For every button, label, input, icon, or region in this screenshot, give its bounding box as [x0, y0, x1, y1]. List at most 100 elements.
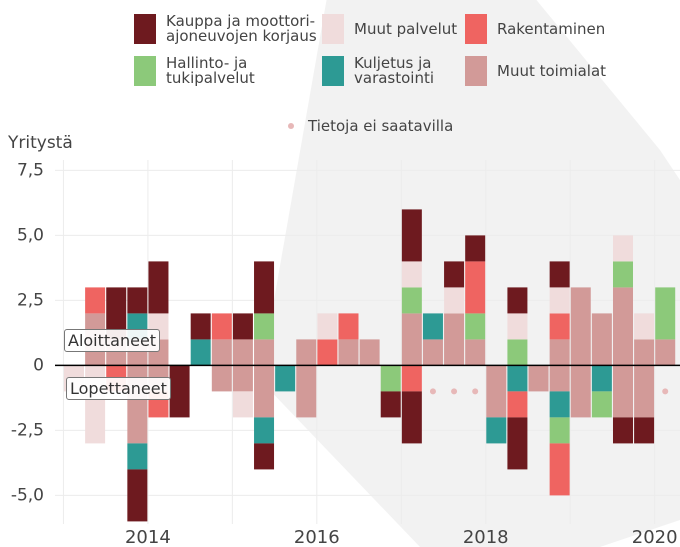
bar-segment	[127, 287, 148, 314]
bar-segment	[254, 443, 275, 470]
bar-segment	[465, 313, 486, 340]
bar-segment	[190, 313, 211, 340]
bar-segment	[444, 261, 465, 288]
bar-segment	[190, 339, 211, 366]
bar-segment	[612, 235, 633, 262]
y-tick-label: 2,5	[17, 290, 44, 310]
bar-segment	[401, 313, 422, 366]
bar-segment	[507, 365, 528, 392]
legend-item: Hallinto- ja tukipalvelut	[134, 56, 255, 86]
legend-item: Kuljetus ja varastointi	[322, 56, 434, 86]
legend-swatch	[134, 56, 156, 86]
legend-item: Muut palvelut	[322, 14, 457, 44]
legend-swatch	[322, 56, 344, 86]
bar-segment	[465, 339, 486, 366]
bar-segment	[549, 391, 570, 418]
bar-segment	[591, 313, 612, 366]
y-tick-label: 5,0	[17, 225, 44, 245]
bar-segment	[254, 417, 275, 444]
bar-segment	[549, 287, 570, 314]
bar-segment	[570, 287, 591, 366]
bar-segment	[127, 443, 148, 470]
missing-marker	[451, 388, 458, 395]
bar-segment	[507, 391, 528, 418]
bar-segment	[612, 417, 633, 444]
legend-label: Muut palvelut	[354, 19, 458, 38]
bar-segment	[634, 365, 655, 418]
annotation: Aloittaneet	[64, 329, 161, 352]
bar-segment	[317, 313, 338, 340]
legend-label: Rakentaminen	[497, 19, 606, 38]
bar-segment	[254, 365, 275, 418]
bar-segment	[211, 365, 232, 392]
y-tick-label: -5,0	[11, 485, 44, 505]
legend-label: Hallinto- ja tukipalvelut	[166, 54, 255, 87]
legend-swatch	[134, 14, 156, 44]
bar-segment	[465, 261, 486, 314]
x-tick-label: 2014	[125, 527, 171, 547]
bar-segment	[634, 313, 655, 340]
bar-segment	[612, 365, 633, 418]
bar-segment	[401, 287, 422, 314]
bar-segment	[254, 261, 275, 314]
x-tick-label: 2016	[294, 527, 340, 547]
bar-segment	[549, 417, 570, 444]
bar-segment	[338, 313, 359, 340]
bar-segment	[232, 365, 253, 392]
bar-segment	[591, 391, 612, 418]
missing-text: Tietoja ei saatavilla	[308, 117, 454, 135]
bar-segment	[612, 287, 633, 366]
bar-segment	[317, 339, 338, 366]
bar-segment	[401, 365, 422, 392]
bar-segment	[507, 313, 528, 340]
y-tick-label: -2,5	[11, 420, 44, 440]
bar-segment	[549, 261, 570, 288]
y-tick-label: 0	[33, 355, 44, 375]
bar-segment	[380, 391, 401, 418]
bar-segment	[338, 339, 359, 366]
bar-segment	[296, 365, 317, 418]
legend-label: Muut toimialat	[497, 61, 607, 80]
bar-segment	[444, 287, 465, 314]
missing-marker	[429, 388, 436, 395]
x-tick-label: 2020	[632, 527, 678, 547]
bar-segment	[127, 469, 148, 522]
missing-marker	[662, 388, 669, 395]
y-axis-label: Yritystä	[7, 133, 73, 153]
x-tick-label: 2018	[463, 527, 509, 547]
bar-segment	[528, 365, 549, 392]
bar-segment	[591, 365, 612, 392]
bar-segment	[401, 261, 422, 288]
bar-segment	[232, 391, 253, 418]
bar-segment	[85, 287, 106, 314]
bar-segment	[549, 339, 570, 366]
bar-segment	[422, 339, 443, 366]
bar-segment	[232, 313, 253, 340]
bar-segment	[359, 339, 380, 366]
legend-label: Kauppa ja moottori- ajoneuvojen korjaus	[166, 12, 317, 45]
bar-segment	[211, 313, 232, 340]
bar-segment	[549, 313, 570, 340]
legend-swatch	[465, 14, 487, 44]
bar-segment	[296, 339, 317, 366]
bar-segment	[570, 365, 591, 418]
bar-segment	[507, 339, 528, 366]
missing-note: Tietoja ei saatavilla	[288, 117, 453, 135]
bar-segment	[169, 365, 190, 418]
bar-segment	[655, 339, 676, 366]
legend-item: Rakentaminen	[465, 14, 605, 44]
annotation: Lopettaneet	[66, 377, 171, 400]
bar-segment	[254, 339, 275, 366]
bar-segment	[275, 365, 296, 392]
missing-marker	[472, 388, 479, 395]
bar-segment	[549, 365, 570, 392]
bar-segment	[232, 339, 253, 366]
bar-segment	[634, 339, 655, 366]
bar-segment	[401, 209, 422, 262]
bar-segment	[612, 261, 633, 288]
bar-segment	[380, 365, 401, 392]
bar-segment	[655, 287, 676, 340]
bar-segment	[486, 417, 507, 444]
